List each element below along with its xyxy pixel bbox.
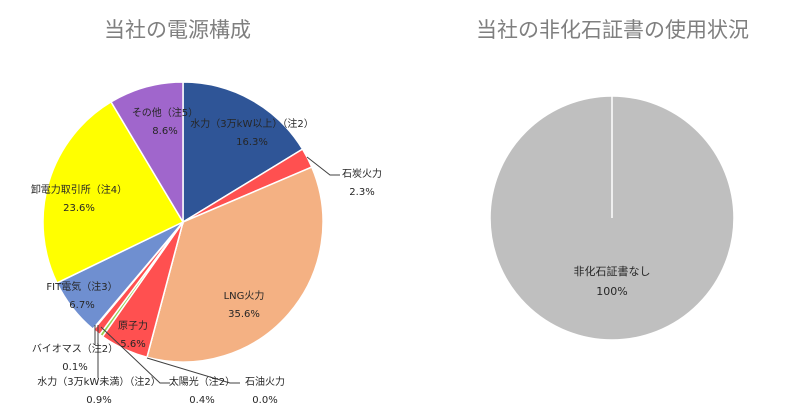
label-name: 原子力 [118, 321, 148, 332]
slice-label-hydro-small: 水力（3万kW未満）（注2） 0.9% [37, 374, 160, 410]
label-value: 0.9% [86, 395, 112, 406]
label-value: 0.0% [252, 395, 278, 406]
label-name: 石炭火力 [342, 169, 382, 180]
label-value: 23.6% [63, 203, 95, 214]
label-value: 6.7% [69, 300, 95, 311]
label-name: 石油火力 [245, 377, 285, 388]
label-name: バイオマス（注2） [31, 344, 119, 355]
power-source-pie [42, 81, 324, 363]
slice-label-nuclear: 原子力 5.6% [118, 318, 148, 354]
label-value: 35.6% [228, 309, 260, 320]
label-name: LNG火力 [223, 291, 265, 302]
label-value: 8.6% [152, 126, 178, 137]
label-value: 5.6% [120, 339, 146, 350]
label-value: 2.3% [349, 187, 375, 198]
label-name: 非化石証書なし [573, 265, 651, 278]
label-value: 0.1% [62, 362, 88, 373]
label-name: 水力（3万kW以上）（注2） [190, 119, 314, 130]
slice-label-hydro-large: 水力（3万kW以上）（注2） 16.3% [190, 116, 313, 152]
slice-label-jepx: 卸電力取引所（注4） 23.6% [31, 182, 127, 218]
slice-label-lng: LNG火力 35.6% [224, 288, 265, 324]
slice-label-solar: 太陽光（注2） 0.4% [169, 374, 235, 410]
pie-slice [146, 166, 324, 363]
pie-slice [182, 81, 304, 224]
slice-label-biomass: バイオマス（注2） 0.1% [32, 341, 118, 377]
left-chart-title: 当社の電源構成 [104, 18, 251, 42]
nonfossil-pie [489, 95, 735, 341]
label-value: 0.4% [189, 395, 215, 406]
right-chart-title: 当社の非化石証書の使用状況 [476, 18, 749, 42]
pie-slice [42, 100, 185, 284]
slice-label-fit: FIT電気（注3） 6.7% [46, 279, 117, 315]
label-name: その他（注5） [131, 108, 199, 119]
label-value: 100% [596, 285, 628, 298]
label-name: 水力（3万kW未満）（注2） [37, 377, 161, 388]
label-value: 16.3% [236, 137, 268, 148]
label-name: FIT電気（注3） [46, 282, 118, 293]
slice-label-other: その他（注5） 8.6% [132, 105, 198, 141]
label-name: 太陽光（注2） [168, 377, 236, 388]
pie-slice [110, 81, 184, 225]
slice-label-coal: 石炭火力 2.3% [342, 166, 382, 202]
slice-label-nonfossil: 非化石証書なし 100% [574, 262, 651, 302]
label-name: 卸電力取引所（注4） [30, 185, 128, 196]
leader-lines [94, 156, 340, 384]
slice-label-oil: 石油火力 0.0% [245, 374, 285, 410]
